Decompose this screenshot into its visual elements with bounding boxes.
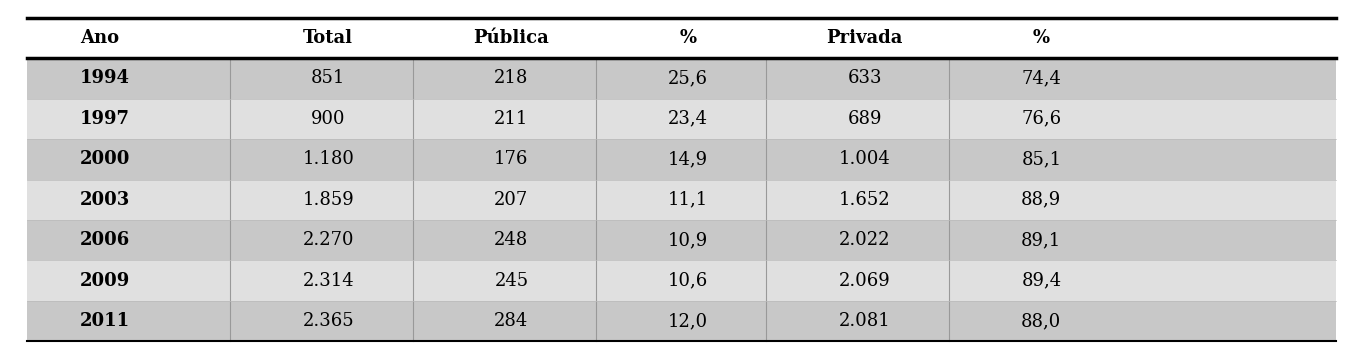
Text: 25,6: 25,6 <box>668 69 707 87</box>
Text: 1.004: 1.004 <box>838 150 890 168</box>
Bar <box>27 260 1336 301</box>
Text: Pública: Pública <box>473 29 549 47</box>
Text: 23,4: 23,4 <box>668 110 707 128</box>
Text: 89,1: 89,1 <box>1021 231 1062 249</box>
Bar <box>27 301 1336 341</box>
Text: 88,0: 88,0 <box>1021 312 1062 330</box>
Text: 2011: 2011 <box>80 312 131 330</box>
Text: 1.652: 1.652 <box>838 191 890 209</box>
Text: 248: 248 <box>495 231 529 249</box>
Text: 633: 633 <box>848 69 882 87</box>
Text: 89,4: 89,4 <box>1021 272 1062 290</box>
Text: 76,6: 76,6 <box>1021 110 1062 128</box>
Bar <box>27 99 1336 139</box>
Bar <box>27 180 1336 220</box>
Text: 1997: 1997 <box>80 110 129 128</box>
Text: 245: 245 <box>495 272 529 290</box>
Text: %: % <box>1033 29 1050 47</box>
Text: %: % <box>680 29 696 47</box>
Text: 2.365: 2.365 <box>303 312 354 330</box>
Text: Total: Total <box>303 29 353 47</box>
Text: Ano: Ano <box>80 29 120 47</box>
Text: 2000: 2000 <box>80 150 131 168</box>
Text: 2009: 2009 <box>80 272 131 290</box>
Text: 2.069: 2.069 <box>838 272 890 290</box>
Text: 10,6: 10,6 <box>668 272 709 290</box>
Text: 11,1: 11,1 <box>668 191 709 209</box>
Bar <box>27 220 1336 260</box>
Text: 207: 207 <box>495 191 529 209</box>
Text: 2.314: 2.314 <box>303 272 354 290</box>
Text: 14,9: 14,9 <box>668 150 709 168</box>
Text: 689: 689 <box>848 110 882 128</box>
Text: 284: 284 <box>495 312 529 330</box>
Text: 1.859: 1.859 <box>303 191 354 209</box>
Bar <box>27 58 1336 99</box>
Text: 12,0: 12,0 <box>668 312 709 330</box>
Text: 2006: 2006 <box>80 231 131 249</box>
Bar <box>27 139 1336 180</box>
Text: 10,9: 10,9 <box>668 231 709 249</box>
Text: 2.270: 2.270 <box>303 231 354 249</box>
Text: 2.022: 2.022 <box>840 231 890 249</box>
Text: 74,4: 74,4 <box>1021 69 1062 87</box>
Text: 851: 851 <box>311 69 345 87</box>
Text: Privada: Privada <box>826 29 902 47</box>
Text: 88,9: 88,9 <box>1021 191 1062 209</box>
Text: 2.081: 2.081 <box>838 312 890 330</box>
Text: 1994: 1994 <box>80 69 129 87</box>
Text: 900: 900 <box>311 110 345 128</box>
Text: 176: 176 <box>495 150 529 168</box>
Bar <box>27 18 1336 58</box>
Text: 85,1: 85,1 <box>1021 150 1062 168</box>
Text: 218: 218 <box>495 69 529 87</box>
Text: 211: 211 <box>495 110 529 128</box>
Text: 1.180: 1.180 <box>303 150 354 168</box>
Text: 2003: 2003 <box>80 191 131 209</box>
